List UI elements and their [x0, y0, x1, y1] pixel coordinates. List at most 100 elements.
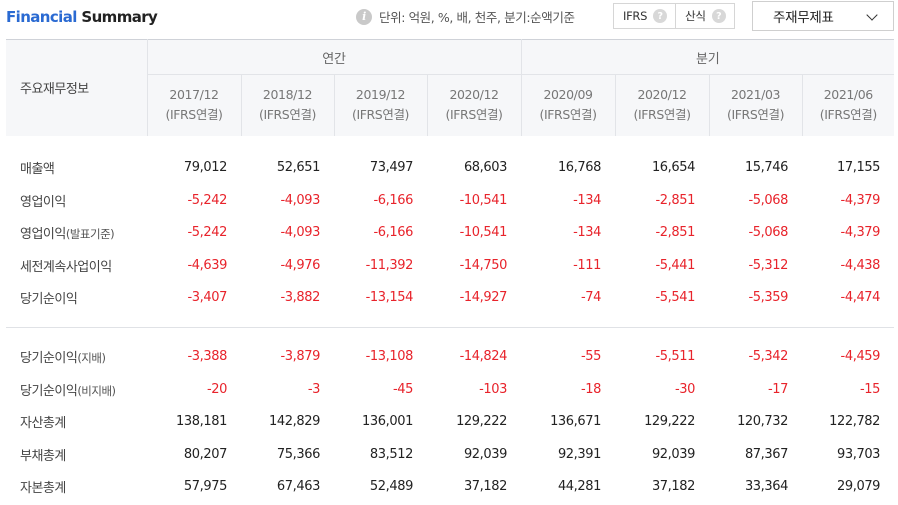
table-cell: 87,367 [744, 446, 789, 462]
column-header: 2020/12 (IFRS연결) [615, 74, 710, 136]
table-cell: 93,703 [836, 446, 881, 462]
table-row: 매출액 79,012 52,651 73,497 68,603 16,768 16,654 1… [6, 152, 894, 185]
table-cell: -5,342 [748, 349, 789, 365]
select-value: 주재무제표 [773, 10, 834, 26]
table-row: 영업이익(발표기준) -5,242 -4,093 -6,166 -10,541 -134 -… [6, 217, 894, 250]
column-period: 2017/12 [169, 87, 219, 103]
table-cell: -10,541 [459, 192, 508, 208]
info-icon[interactable]: i [356, 8, 372, 25]
table-cell: -5,359 [748, 290, 789, 306]
table-cell: -4,379 [840, 225, 881, 241]
table-cell: 129,222 [644, 414, 696, 430]
column-period: 2020/12 [637, 87, 687, 103]
column-header: 2020/12 (IFRS연결) [427, 74, 522, 136]
table-row: 세전계속사업이익 -4,639 -4,976 -11,392 -14,750 -111 -5… [6, 249, 894, 282]
table-cell: -3,407 [187, 290, 227, 306]
table-cell: 37,182 [651, 479, 696, 495]
table-cell: -4,459 [840, 349, 881, 365]
row-label[interactable]: 당기순이익(지배) [6, 341, 147, 374]
table-cell: 57,975 [183, 479, 227, 495]
row-label-text: 자본총계 [20, 481, 66, 497]
table-cell: -13,108 [365, 349, 414, 365]
chevron-down-icon [866, 9, 878, 21]
row-label-text: 영업이익 [20, 194, 66, 210]
column-basis: (IFRS연결) [165, 107, 223, 123]
help-icon[interactable]: ? [653, 9, 668, 23]
table-cell: -17 [767, 381, 789, 397]
table-row: 영업이익 -5,242 -4,093 -6,166 -10,541 -134 -2,851 -… [6, 184, 894, 217]
row-label[interactable]: 당기순이익(비지배) [6, 373, 147, 406]
table-cell: 136,671 [550, 414, 602, 430]
table-cell: 52,651 [276, 160, 320, 176]
row-label[interactable]: 자산총계 [6, 406, 147, 439]
table-cell: 83,512 [369, 446, 413, 462]
column-basis: (IFRS연결) [351, 107, 410, 123]
table-cell: -5,068 [748, 225, 789, 241]
column-period: 2021/06 [823, 87, 874, 103]
group-annual: 연간 [147, 39, 522, 75]
table-cell: -111 [573, 257, 602, 273]
table-cell: -5,068 [748, 192, 789, 208]
table-cell: 29,079 [836, 479, 881, 495]
row-label-text: 부채총계 [20, 448, 66, 464]
formula-label: 산식 [685, 9, 706, 23]
column-header: 2019/12 (IFRS연결) [334, 74, 428, 136]
help-icon[interactable]: ? [711, 9, 726, 23]
column-header: 2017/12 (IFRS연결) [147, 74, 242, 136]
table-cell: 52,489 [369, 479, 413, 495]
table-cell: 120,732 [737, 414, 789, 430]
column-period: 2020/12 [449, 87, 499, 103]
financial-summary-header: Financial Summary i 단위: 억원, %, 배, 천주, 분기… [0, 0, 898, 38]
table-cell: 16,768 [557, 160, 602, 176]
column-basis: (IFRS연결) [258, 107, 317, 123]
row-label-text: 당기순이익 [20, 292, 78, 308]
row-label[interactable]: 세전계속사업이익 [6, 249, 147, 282]
table-row: 당기순이익(지배) -3,388 -3,879 -13,108 -14,824 -55 -5… [6, 341, 894, 374]
standard-toggle: IFRS ? 산식 ? [613, 3, 735, 29]
table-cell: -2,851 [655, 192, 696, 208]
row-label-text: 당기순이익 [20, 351, 78, 367]
table-cell: -45 [392, 381, 413, 397]
unit-text: 단위: 억원, %, 배, 천주, 분기:순액기준 [379, 10, 575, 25]
table-cell: -14,927 [459, 290, 508, 306]
table-row: 자본총계 57,975 67,463 52,489 37,182 44,281 37,182… [6, 471, 894, 504]
table-row: 자산총계 138,181 142,829 136,001 129,222 136,671 1… [6, 406, 894, 439]
table-cell: -4,438 [840, 257, 881, 273]
row-label[interactable]: 영업이익 [6, 184, 147, 217]
table-cell: -5,242 [187, 192, 227, 208]
column-basis: (IFRS연결) [539, 107, 597, 123]
table-cell: 80,207 [183, 446, 227, 462]
column-header: 2020/09 (IFRS연결) [521, 74, 616, 136]
formula-button[interactable]: 산식 ? [675, 4, 734, 28]
row-label-text: 매출액 [20, 162, 55, 178]
table-cell: -10,541 [459, 225, 508, 241]
table-cell: -4,379 [840, 192, 881, 208]
row-label[interactable]: 당기순이익 [6, 282, 147, 315]
row-label[interactable]: 영업이익(발표기준) [6, 217, 147, 250]
column-basis: (IFRS연결) [633, 107, 691, 123]
table-row: 부채총계 80,207 75,366 83,512 92,039 92,391 92,039… [6, 438, 894, 471]
ifrs-label: IFRS [623, 9, 648, 23]
ifrs-button[interactable]: IFRS ? [614, 4, 675, 28]
table-cell: -20 [206, 381, 227, 397]
table-cell: 17,155 [836, 160, 881, 176]
table-cell: -3,879 [280, 349, 320, 365]
table-cell: 122,782 [829, 414, 881, 430]
column-header: 2021/06 (IFRS연결) [802, 74, 895, 136]
table-cell: -4,976 [280, 257, 320, 273]
table-cell: 73,497 [369, 160, 413, 176]
row-label[interactable]: 매출액 [6, 152, 147, 185]
row-label-qualifier: (비지배) [77, 383, 116, 398]
table-cell: 142,829 [269, 414, 320, 430]
table-cell: -11,392 [365, 257, 414, 273]
financial-summary-table: 주요재무정보 연간 분기 2017/12 (IFRS연결) 2018/12 (IFRS… [6, 39, 895, 504]
statement-type-select[interactable]: 주재무제표 [752, 1, 894, 31]
row-header: 주요재무정보 [6, 39, 148, 136]
table-cell: 16,654 [651, 160, 696, 176]
column-basis: (IFRS연결) [819, 107, 877, 123]
row-label[interactable]: 부채총계 [6, 438, 147, 471]
table-cell: 33,364 [744, 479, 789, 495]
table-cell: -3,388 [187, 349, 227, 365]
table-cell: -18 [580, 381, 602, 397]
row-label[interactable]: 자본총계 [6, 471, 147, 504]
